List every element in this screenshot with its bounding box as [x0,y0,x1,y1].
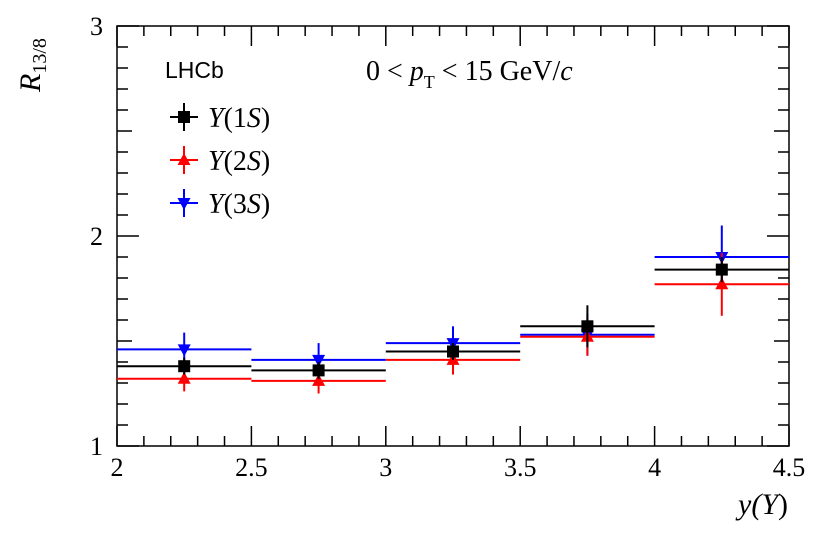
y-tick-label: 1 [90,432,103,461]
experiment-label: LHCb [165,57,224,83]
series-2 [117,252,789,394]
data-point [177,371,191,384]
legend-label: Υ(2S) [208,146,270,177]
data-point [312,354,326,367]
legend-marker [177,198,191,210]
y-tick-label: 2 [90,222,103,251]
data-point [178,360,191,373]
legend-entry-3: Υ(3S) [170,189,270,220]
legend-label: Υ(1S) [208,103,270,134]
x-tick-label: 2.5 [235,453,268,482]
x-tick-label: 3.5 [504,453,537,482]
data-point [715,277,729,290]
legend-entry-1: Υ(1S) [170,103,270,134]
data-marks [117,225,789,394]
data-point [312,364,325,377]
x-tick-label: 4 [648,453,661,482]
x-tick-label: 3 [379,453,392,482]
x-tick-label: 2 [111,453,124,482]
series-1 [117,257,789,379]
legend-marker [178,111,190,123]
kinematic-range-annotation: 0 < pT < 15 GeV/c [366,56,573,92]
legend-entry-2: Υ(2S) [170,146,270,177]
data-point [447,345,459,358]
data-point [312,373,326,386]
y-tick-label: 3 [90,12,103,41]
x-axis-label: y(Υ) [735,488,788,521]
data-point [715,263,728,276]
data-point [581,320,594,333]
y-axis-label: R13/8 [14,38,51,93]
legend-marker [177,153,191,165]
x-tick-label: 4.5 [773,453,806,482]
legend-label: Υ(3S) [208,189,270,220]
legend: Υ(1S) Υ(2S) Υ(3S) [170,103,270,220]
data-point [177,344,191,357]
plot-frame [116,25,790,447]
